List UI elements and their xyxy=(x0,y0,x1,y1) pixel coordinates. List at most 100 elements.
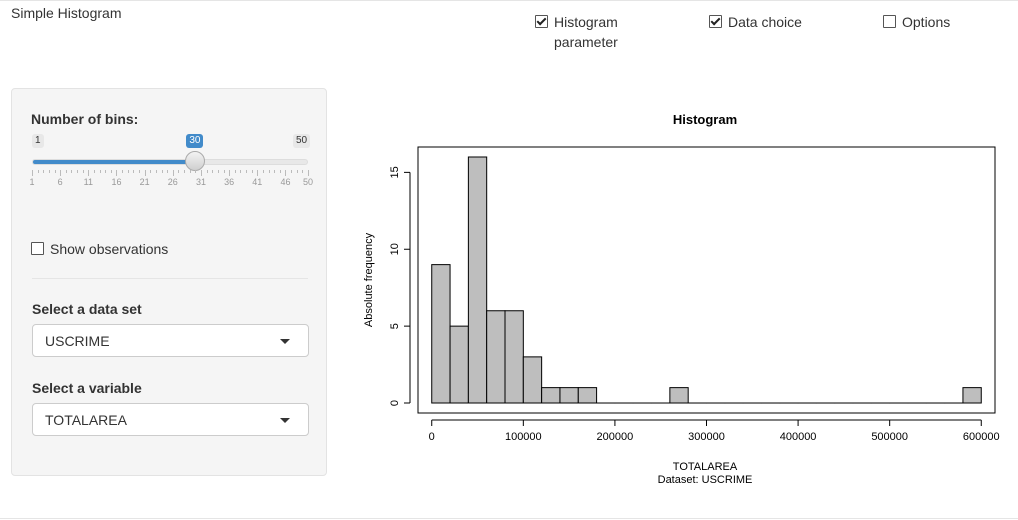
slider-tick-label: 31 xyxy=(195,177,206,187)
slider-tick xyxy=(223,170,225,173)
slider-tick xyxy=(229,170,231,176)
slider-value-badge: 30 xyxy=(186,134,204,148)
slider-tick xyxy=(251,170,253,173)
x-tick-label: 500000 xyxy=(871,431,908,443)
histogram-bar xyxy=(522,356,543,404)
variable-select-value: TOTALAREA xyxy=(45,412,127,428)
slider-tick xyxy=(54,170,56,173)
slider-tick xyxy=(110,170,112,173)
show-observations-label: Show observations xyxy=(50,241,169,257)
chevron-down-icon xyxy=(280,339,290,344)
plot-frame xyxy=(417,146,996,414)
slider-tick xyxy=(308,170,309,176)
histogram-parameter-checkbox[interactable] xyxy=(535,15,548,28)
y-tick-label: 5 xyxy=(389,323,401,329)
slider-tick xyxy=(139,170,141,173)
histogram-bar xyxy=(559,387,579,404)
slider-tick xyxy=(212,170,214,173)
x-tick-label: 0 xyxy=(429,431,435,443)
x-tick-label: 300000 xyxy=(688,431,725,443)
slider-tick-label: 50 xyxy=(302,177,314,187)
slider-tick-label: 46 xyxy=(280,177,291,187)
slider-tick xyxy=(127,170,129,173)
slider-tick xyxy=(155,170,157,173)
dataset-select[interactable]: USCRIME xyxy=(32,324,309,357)
bins-slider-track[interactable] xyxy=(32,159,308,165)
histogram-bar xyxy=(449,325,469,404)
data-choice-checkbox[interactable] xyxy=(709,15,722,28)
slider-tick-label: 11 xyxy=(83,177,93,187)
slider-tick xyxy=(37,170,39,173)
slider-tick-label: 6 xyxy=(57,177,63,187)
slider-tick xyxy=(71,170,73,173)
slider-tick xyxy=(144,170,146,176)
slider-tick xyxy=(150,170,152,173)
slider-tick xyxy=(77,170,79,173)
y-tick-label: 15 xyxy=(389,166,401,178)
app-title: Simple Histogram xyxy=(11,5,122,21)
slider-tick xyxy=(291,170,293,173)
slider-tick xyxy=(200,170,202,176)
slider-ticks: 1 6 11 16 21 26 31 36 41 46 50 xyxy=(12,89,328,199)
show-observations-toggle[interactable]: Show observations xyxy=(31,239,168,259)
slider-tick xyxy=(279,170,281,173)
histogram-parameter-toggle[interactable]: Histogram parameter xyxy=(535,12,618,52)
slider-max-badge: 50 xyxy=(293,134,311,148)
slider-tick xyxy=(172,170,174,176)
data-choice-toggle[interactable]: Data choice xyxy=(709,12,802,32)
options-toggle[interactable]: Options xyxy=(883,12,950,32)
slider-tick xyxy=(178,170,180,173)
slider-tick-label: 16 xyxy=(111,177,122,187)
variable-select[interactable]: TOTALAREA xyxy=(32,403,309,436)
slider-tick xyxy=(60,170,62,176)
variable-label: Select a variable xyxy=(32,380,142,396)
slider-tick xyxy=(217,170,219,173)
slider-tick xyxy=(262,170,264,173)
slider-tick xyxy=(32,170,33,176)
sidebar-divider xyxy=(32,278,308,279)
slider-tick xyxy=(285,170,287,176)
histogram-bar xyxy=(504,310,524,404)
histogram-bar xyxy=(577,387,598,404)
dataset-label: Select a data set xyxy=(32,301,142,317)
slider-tick-label: 1 xyxy=(29,177,35,187)
histogram-bar xyxy=(541,387,561,404)
y-tick-label: 0 xyxy=(389,400,401,406)
slider-tick xyxy=(65,170,67,173)
slider-tick xyxy=(206,170,208,173)
slider-tick xyxy=(268,170,270,173)
x-tick-label: 400000 xyxy=(780,431,817,443)
show-observations-checkbox[interactable] xyxy=(31,242,44,255)
bins-slider-fill xyxy=(33,160,197,164)
chevron-down-icon xyxy=(280,418,290,423)
slider-tick xyxy=(167,170,169,173)
slider-tick xyxy=(246,170,248,173)
options-checkbox[interactable] xyxy=(883,15,896,28)
histogram-bar xyxy=(669,387,689,404)
x-tick-label: 600000 xyxy=(963,431,1000,443)
x-axis-sublabel: Dataset: USCRIME xyxy=(658,474,753,486)
x-tick-label: 100000 xyxy=(505,431,542,443)
slider-tick xyxy=(122,170,124,173)
slider-min-badge: 1 xyxy=(32,134,44,148)
slider-tick-label: 21 xyxy=(139,177,150,187)
slider-tick xyxy=(257,170,259,176)
slider-tick xyxy=(195,170,197,173)
slider-tick xyxy=(302,170,304,173)
slider-tick-label: 36 xyxy=(224,177,235,187)
slider-tick xyxy=(240,170,242,173)
slider-tick xyxy=(116,170,118,176)
histogram-parameter-label: Histogram parameter xyxy=(554,14,618,50)
slider-tick xyxy=(184,170,186,173)
data-choice-label: Data choice xyxy=(728,14,802,30)
histogram-bar xyxy=(431,264,451,404)
bins-label: Number of bins: xyxy=(31,111,139,127)
slider-tick xyxy=(99,170,101,173)
slider-tick xyxy=(133,170,135,173)
slider-tick xyxy=(82,170,84,173)
slider-tick xyxy=(296,170,298,173)
slider-tick xyxy=(234,170,236,173)
histogram-bar xyxy=(962,387,982,404)
dataset-select-value: USCRIME xyxy=(45,333,110,349)
slider-tick xyxy=(48,170,50,173)
